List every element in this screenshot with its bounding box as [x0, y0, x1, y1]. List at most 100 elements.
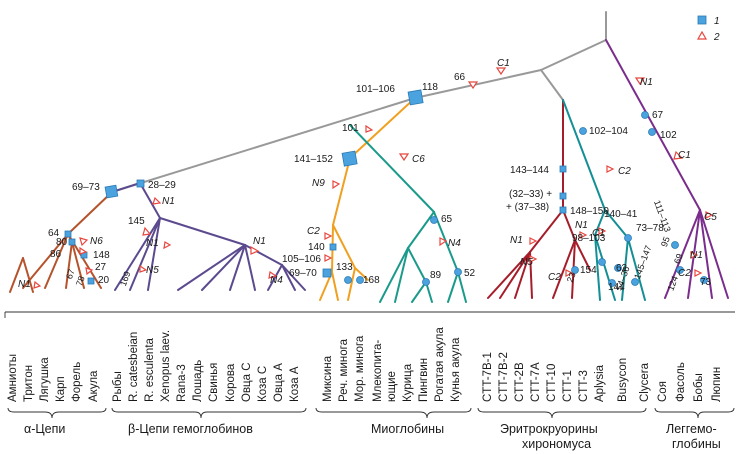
circle-marker [344, 276, 352, 284]
group-label-beta: β-Цепи гемоглобинов [128, 422, 253, 436]
node-label: 67 [64, 268, 77, 281]
node-label: N1 [510, 235, 523, 246]
leaf-label: Clycera [639, 362, 651, 402]
triangle-marker [634, 77, 646, 86]
node-label: C2 [678, 268, 691, 279]
leaf-label: Реч. минога [338, 338, 350, 402]
leaf-label: CTT-2B [514, 362, 526, 402]
node-label: 140 [308, 242, 325, 253]
leaf-label: CTT-7B-2 [498, 352, 510, 402]
leaf-label: Пингвин [418, 358, 430, 402]
circle-marker [608, 279, 616, 287]
node-label: 101–106 [356, 84, 395, 95]
node-label: 69 [672, 252, 685, 265]
leaf-label: Миксина [322, 355, 334, 402]
leaf-label: Люпин [711, 367, 723, 402]
node-label: 124 [665, 275, 680, 293]
group-labels: α-Цепи β-Цепи гемоглобинов Миоглобины Эр… [24, 422, 721, 451]
node-label: 78 [74, 275, 87, 288]
leaf-label: Овца С [241, 362, 253, 402]
node-label: N4 [448, 238, 461, 249]
circle-marker [356, 276, 364, 284]
group-label-alpha: α-Цепи [24, 422, 65, 436]
triangle-marker [495, 67, 507, 76]
triangle-marker [85, 267, 94, 276]
node-label: 23 [565, 271, 578, 284]
node-label: N9 [312, 178, 325, 189]
node-label: N1 [575, 220, 588, 231]
triangle-marker [152, 196, 162, 205]
square-marker [68, 238, 76, 246]
triangle-marker [268, 270, 278, 279]
node-label: C6 [412, 154, 425, 165]
node-label: 133 [336, 262, 353, 273]
group-label-chironomus-1: Эритрокруорины [500, 422, 598, 436]
node-label: N1 [146, 238, 159, 249]
circle-marker [579, 127, 587, 135]
node-label: 169 [118, 270, 133, 288]
triangle-marker [142, 226, 152, 236]
node-label: + (37–38) [506, 202, 549, 213]
node-label: 101 [342, 123, 359, 134]
leaf-label: Курица [402, 363, 414, 402]
node-label: 28–29 [148, 180, 176, 191]
square-marker [407, 89, 424, 106]
leaf-label: CTT-7B-1 [482, 352, 494, 402]
node-label: 105–106 [282, 254, 321, 265]
node-label: (32–33) + [509, 189, 552, 200]
leaf-label: Aplysia [594, 364, 606, 402]
bracket-alpha [7, 407, 107, 419]
group-label-chironomus-2: хирономуса [522, 437, 591, 451]
triangle-marker [565, 269, 574, 277]
node-label: N1 [253, 236, 266, 247]
legend: 1 2 [696, 15, 720, 43]
node-label: C2 [618, 166, 631, 177]
leaf-label: Карп [55, 376, 67, 402]
triangle-marker [163, 241, 172, 250]
node-label: 20 [98, 275, 110, 286]
leaf-label: CTT-10 [546, 364, 558, 402]
legend-item-2: 2 [713, 32, 720, 43]
triangle-marker [529, 255, 538, 263]
group-label-leg-1: Леггемо- [666, 422, 717, 436]
leaf-labels: Амниоты Тритон Лягушка Карп Форель Акула… [7, 327, 723, 402]
node-label: 118 [422, 82, 438, 93]
node-label: N1 [640, 77, 653, 88]
node-label: 145 [128, 216, 145, 227]
node-label: N5 [520, 257, 533, 268]
node-label: C2 [307, 226, 320, 237]
leaf-label: Коза А [289, 366, 301, 402]
triangle-marker [579, 231, 588, 239]
beta-branches [111, 182, 306, 291]
leaf-label: Корова [225, 363, 237, 402]
square-marker [87, 277, 95, 285]
leaf-label: CTT-7A [530, 362, 542, 402]
triangle-marker [139, 264, 148, 273]
baseline-brackets [4, 311, 735, 419]
triangle-marker [324, 232, 333, 240]
node-label: 62 [616, 263, 628, 274]
triangle-marker [467, 81, 479, 90]
node-label: 52 [464, 268, 476, 279]
leaf-label: Свинья [208, 363, 220, 402]
leaf-label: Лошадь [192, 360, 204, 402]
triangle-marker [694, 269, 703, 277]
leaf-label: CTT-3 [578, 370, 590, 402]
circle-marker [624, 234, 632, 242]
node-label: C5 [704, 212, 717, 223]
circle-marker [648, 128, 656, 136]
circle-markers [344, 111, 708, 287]
circle-marker [641, 111, 649, 119]
square-marker [559, 206, 567, 214]
node-label: 140–41 [604, 209, 638, 220]
leaf-label: Млекопита- [372, 340, 384, 402]
node-label: N1 [18, 279, 31, 290]
square-marker [559, 165, 567, 173]
leaf-label: Рогатая акула [434, 327, 446, 402]
node-label: C1 [592, 228, 605, 239]
leaf-label: Лягушка [39, 357, 51, 402]
leaf-label: Rana-3 [176, 364, 188, 402]
tree-branches [9, 11, 729, 303]
leaf-label: Овца А [273, 363, 285, 402]
circle-marker [454, 268, 462, 276]
